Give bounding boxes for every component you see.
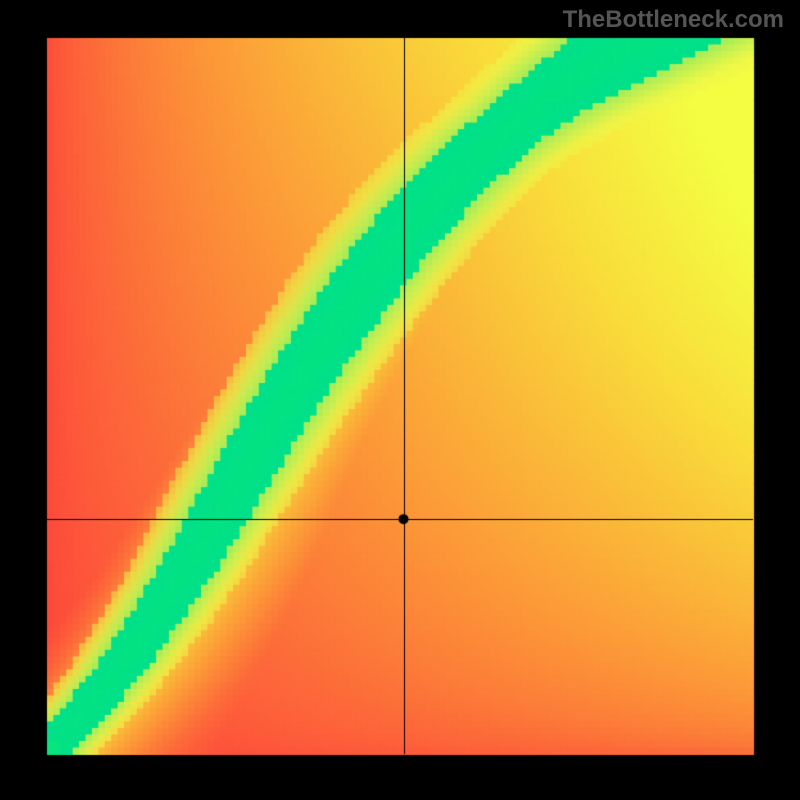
bottleneck-heatmap — [0, 0, 800, 800]
chart-container: TheBottleneck.com — [0, 0, 800, 800]
watermark-text: TheBottleneck.com — [563, 6, 784, 34]
